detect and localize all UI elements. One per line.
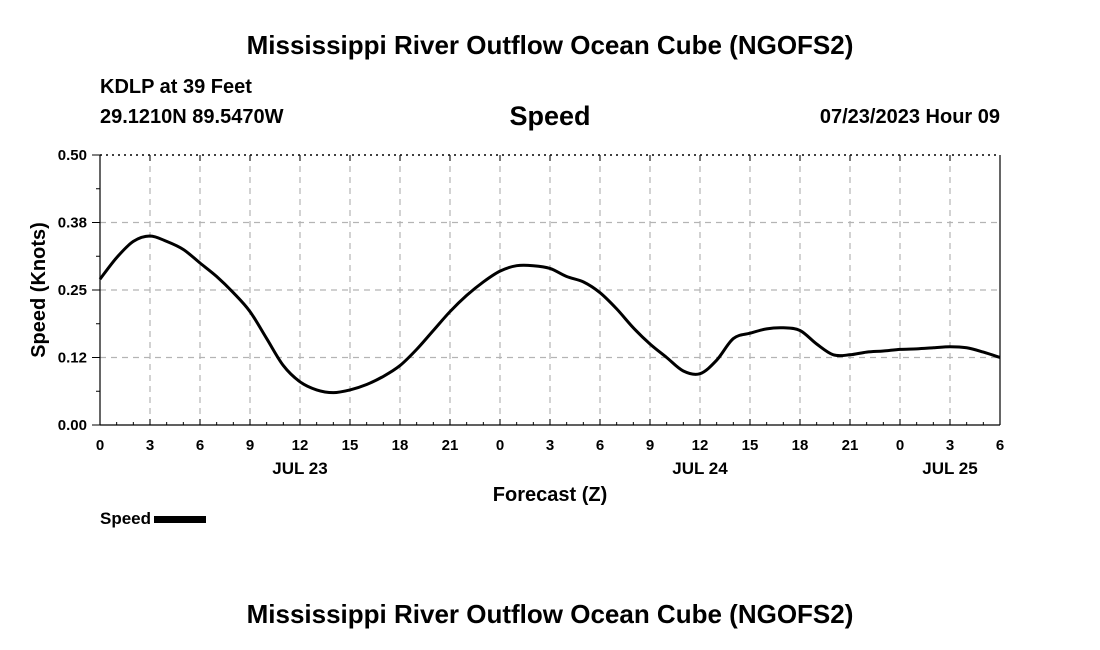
chart-subtitle: Speed xyxy=(509,101,591,131)
chart-title: Mississippi River Outflow Ocean Cube (NG… xyxy=(246,30,854,60)
series-speed-line xyxy=(98,234,1001,395)
x-tick-label: 0 xyxy=(96,437,104,454)
series-layer xyxy=(98,234,1001,395)
x-tick-label: 0 xyxy=(496,437,504,454)
x-tick-label: 12 xyxy=(292,437,309,454)
y-tick-label: 0.50 xyxy=(58,147,87,164)
station-label: KDLP at 39 Feet xyxy=(100,76,252,98)
x-tick-label: 3 xyxy=(146,437,154,454)
x-tick-label: 6 xyxy=(996,437,1004,454)
legend-line-swatch xyxy=(154,516,207,524)
x-tick-label: 18 xyxy=(392,437,409,454)
x-tick-label: 15 xyxy=(342,437,359,454)
tick-labels: 0 3 6 9 12 15 18 21 0 3 6 9 12 15 18 21 0 3 6 0.00 0.12 0.25 0… xyxy=(58,147,1004,478)
x-tick-label: 9 xyxy=(246,437,254,454)
y-tick-label: 0.00 xyxy=(58,417,87,434)
x-tick-label: 6 xyxy=(196,437,204,454)
forecast-datetime: 07/23/2023 Hour 09 xyxy=(819,106,1000,128)
x-tick-label: 21 xyxy=(842,437,859,454)
y-tick-label: 0.25 xyxy=(58,282,87,299)
x-tick-label: 15 xyxy=(742,437,759,454)
date-label: JUL 24 xyxy=(672,459,728,478)
x-tick-label: 21 xyxy=(442,437,459,454)
y-tick-label: 0.38 xyxy=(58,215,87,232)
coordinates-label: 29.1210N 89.5470W xyxy=(100,106,284,128)
x-tick-label: 18 xyxy=(792,437,809,454)
grid-lines xyxy=(100,155,1000,425)
x-tick-label: 3 xyxy=(946,437,954,454)
legend: Speed xyxy=(100,509,207,529)
x-tick-label: 12 xyxy=(692,437,709,454)
x-tick-label: 9 xyxy=(646,437,654,454)
date-label: JUL 23 xyxy=(272,459,327,478)
x-axis-label: Forecast (Z) xyxy=(493,484,607,506)
x-tick-label: 3 xyxy=(546,437,554,454)
legend-label: Speed xyxy=(100,509,152,528)
y-tick-label: 0.12 xyxy=(58,350,87,367)
date-label: JUL 25 xyxy=(922,459,977,478)
footer-title: Mississippi River Outflow Ocean Cube (NG… xyxy=(246,599,854,629)
y-axis-label: Speed (Knots) xyxy=(28,222,50,358)
x-tick-label: 6 xyxy=(596,437,604,454)
x-tick-label: 0 xyxy=(896,437,904,454)
axes xyxy=(92,154,1001,426)
